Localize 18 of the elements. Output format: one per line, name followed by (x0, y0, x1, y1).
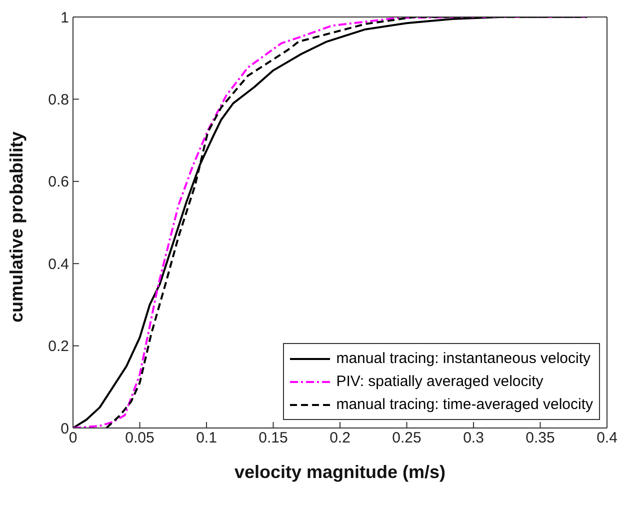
legend-label: PIV: spatially averaged velocity (336, 372, 544, 392)
x-tick-label: 0.05 (125, 430, 154, 447)
legend-label: manual tracing: time-averaged velocity (336, 395, 593, 415)
y-tick-label: 0.8 (48, 92, 69, 109)
x-tick-label: 0.1 (196, 430, 217, 447)
y-tick-label: 0.2 (48, 338, 69, 356)
x-tick-label: 0.2 (330, 430, 350, 447)
x-axis-title: velocity magnitude (m/s) (234, 462, 446, 482)
x-tick-label: 0.25 (392, 430, 422, 447)
x-tick-label: 0.35 (526, 430, 555, 447)
x-tick-label: 0.15 (258, 430, 288, 447)
y-axis-title: cumulative probability (6, 131, 26, 322)
y-tick-label: 0.4 (48, 256, 69, 273)
y-tick-label: 0.6 (48, 174, 69, 191)
y-tick-label: 1 (60, 9, 69, 26)
x-tick-label: 0.4 (596, 430, 618, 447)
x-tick-label: 0.3 (463, 430, 484, 447)
legend-label: manual tracing: instantaneous velocity (336, 349, 591, 369)
